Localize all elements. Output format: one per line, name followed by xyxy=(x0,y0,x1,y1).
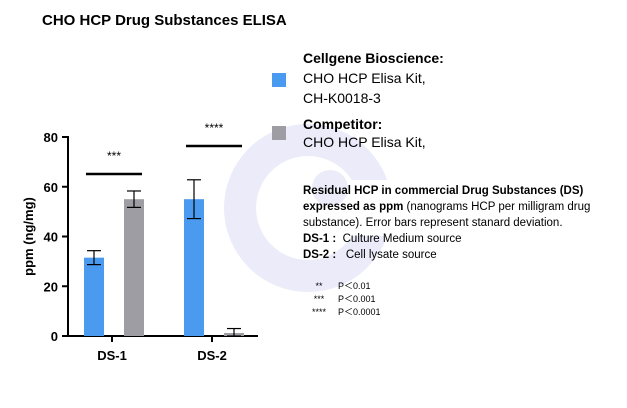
definition-desc: Culture Medium source xyxy=(342,233,462,245)
sig-key-meaning: P＜0.01 xyxy=(338,281,371,291)
definition-ds1: DS-1 : Culture Medium source xyxy=(303,231,623,247)
notes-paragraph: Residual HCP in commercial Drug Substanc… xyxy=(303,183,623,231)
y-tick-label: 60 xyxy=(44,180,58,195)
sig-key-meaning: P＜0.0001 xyxy=(338,307,381,317)
sig-key-meaning: P＜0.001 xyxy=(338,294,376,304)
significance-key: ** P＜0.01 *** P＜0.001 **** P＜0.0001 xyxy=(300,280,381,319)
sig-key-row: ** P＜0.01 xyxy=(300,280,381,293)
y-tick-label: 0 xyxy=(51,329,58,344)
significance-label: *** xyxy=(107,149,121,163)
chart-title: CHO HCP Drug Substances ELISA xyxy=(42,12,287,29)
description-notes: Residual HCP in commercial Drug Substanc… xyxy=(303,183,623,263)
legend-line-competitor-kit: CHO HCP Elisa Kit, xyxy=(303,134,426,150)
bar-ds-1-series-0 xyxy=(84,257,104,336)
sig-key-symbol: *** xyxy=(313,294,325,304)
y-axis-label: ppm (ng/mg) xyxy=(21,197,36,276)
definition-term: DS-1 : xyxy=(303,233,337,245)
notes-rest: (nanograms HCP per milligram drug substa… xyxy=(303,201,591,229)
significance-label: **** xyxy=(205,121,224,135)
sig-key-row: *** P＜0.001 xyxy=(300,293,381,306)
definition-term: DS-2 : xyxy=(303,249,337,261)
bar-ds-1-series-1 xyxy=(124,199,144,336)
y-tick-label: 40 xyxy=(44,230,58,245)
cellgene-logo-watermark-icon xyxy=(218,118,398,303)
sig-key-symbol: **** xyxy=(311,307,326,317)
legend-heading-competitor: Competitor: xyxy=(303,116,383,132)
sig-key-row: **** P＜0.0001 xyxy=(300,306,381,319)
notes-bold-lead: Residual HCP in commercial Drug Substanc… xyxy=(303,185,584,213)
bar-ds-2-series-0 xyxy=(184,199,204,336)
sig-key-symbol: ** xyxy=(315,281,323,291)
legend-heading-cellgene: Cellgene Bioscience: xyxy=(303,50,444,66)
legend-line-cellgene-kit: CHO HCP Elisa Kit, xyxy=(303,70,426,86)
definition-desc: Cell lysate source xyxy=(345,249,437,261)
y-tick-label: 20 xyxy=(44,279,58,294)
y-tick-label: 80 xyxy=(44,130,58,145)
legend-swatch-cellgene xyxy=(272,73,286,87)
x-tick-label: DS-1 xyxy=(97,348,127,363)
x-tick-label: DS-2 xyxy=(197,348,227,363)
legend-line-cellgene-catalog: CH-K0018-3 xyxy=(303,90,381,106)
legend-swatch-competitor xyxy=(272,126,286,140)
definition-ds2: DS-2 : Cell lysate source xyxy=(303,247,623,263)
